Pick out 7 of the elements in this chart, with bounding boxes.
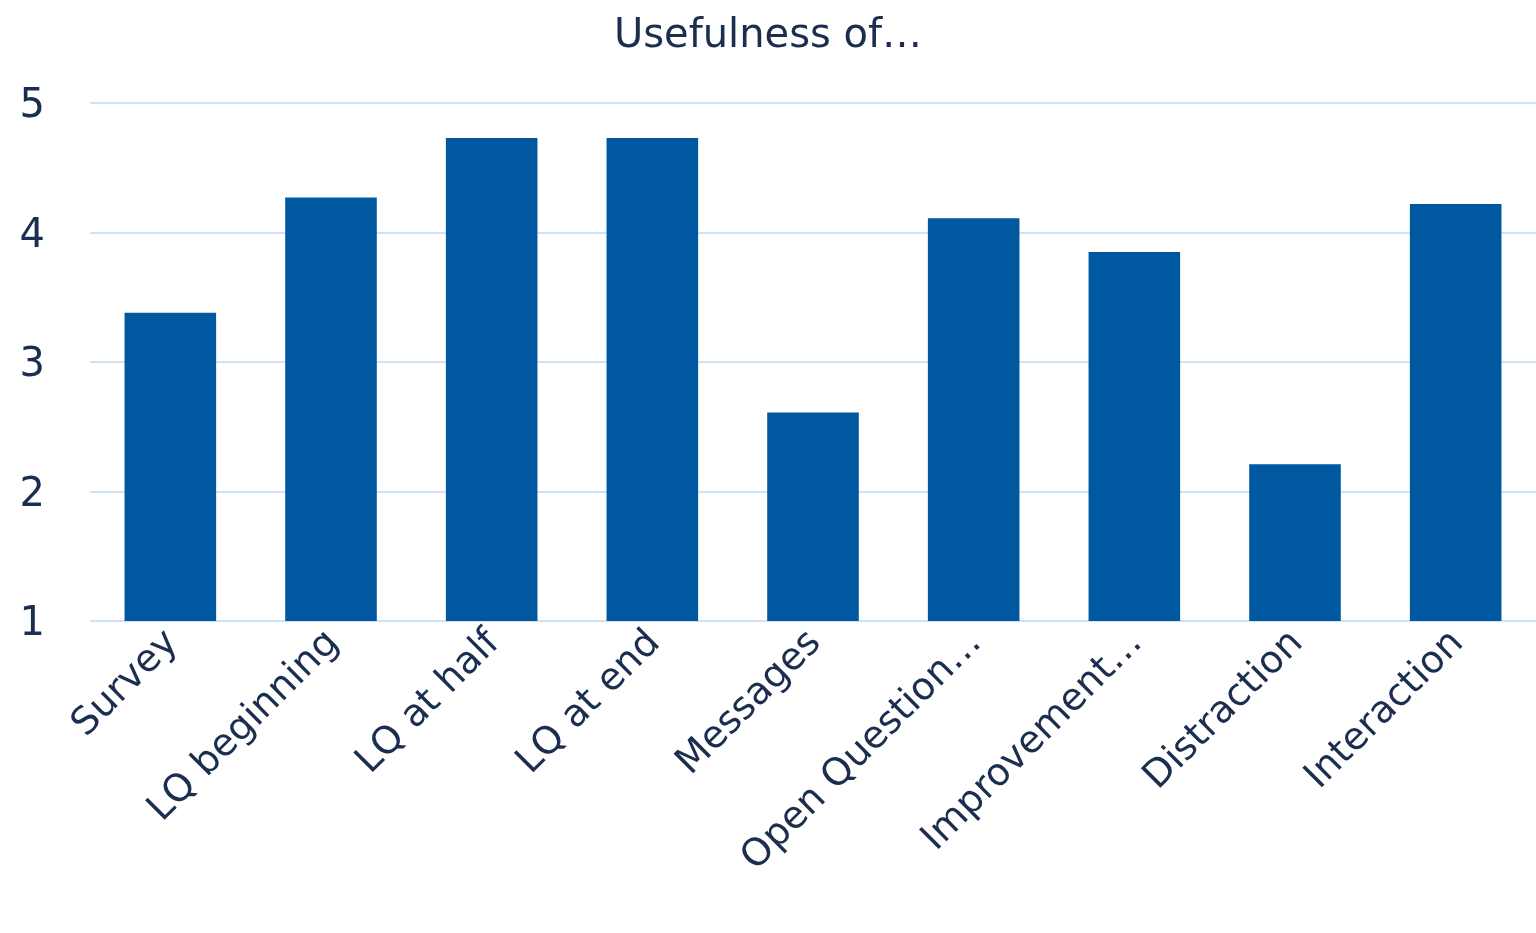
- y-tick-label: 4: [19, 209, 45, 256]
- y-tick-label: 1: [19, 598, 45, 644]
- x-tick-label: LQ at end: [506, 619, 668, 782]
- y-tick-label: 5: [19, 80, 45, 126]
- y-tick-label: 3: [19, 339, 45, 385]
- y-tick-label: 2: [19, 468, 45, 515]
- chart-title: Usefulness of…: [613, 10, 923, 56]
